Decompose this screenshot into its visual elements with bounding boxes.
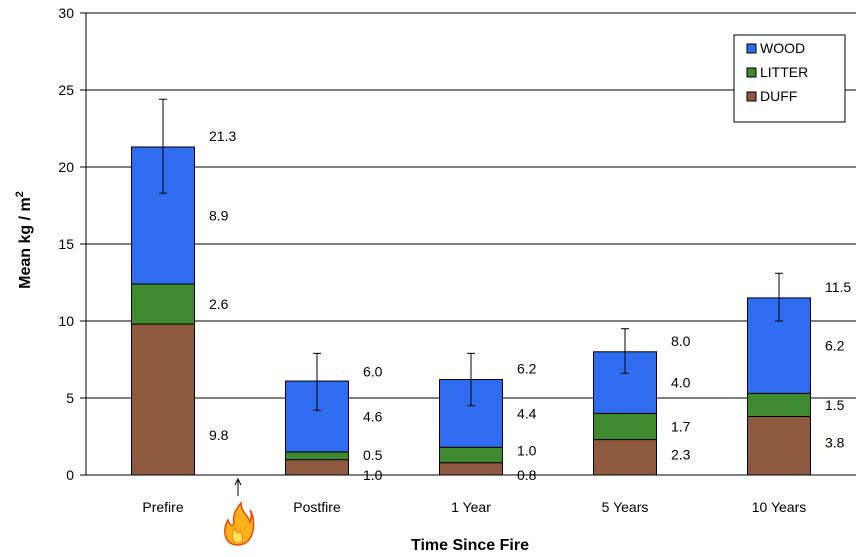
legend-swatch-duff — [746, 91, 757, 102]
segment-value-label: 4.0 — [671, 375, 691, 391]
bar-segment-duff — [285, 459, 349, 476]
bar-segment-litter — [131, 283, 195, 325]
y-axis-title: Mean kg / m2 — [14, 191, 34, 289]
total-value-label: 6.2 — [517, 361, 537, 377]
segment-value-label: 6.2 — [825, 338, 845, 354]
x-tick-label: Prefire — [142, 499, 183, 515]
y-axis-ticks: 0 5 10 15 20 25 30 — [58, 5, 86, 483]
segment-value-label: 2.3 — [671, 446, 691, 462]
segment-value-label: 1.5 — [825, 397, 845, 413]
total-value-label: 8.0 — [671, 333, 691, 349]
segment-value-label: 0.5 — [363, 447, 383, 463]
y-tick-label: 5 — [66, 390, 74, 406]
bar-segment-duff — [593, 439, 657, 476]
error-bars — [159, 98, 783, 411]
bar-segment-duff — [131, 323, 195, 476]
legend-label-duff: DUFF — [760, 88, 797, 104]
fire-icon-inner — [231, 526, 244, 544]
legend-swatch-litter — [746, 67, 757, 78]
segment-value-label: 4.6 — [363, 408, 383, 424]
bar-segment-wood — [285, 380, 349, 453]
y-tick-label: 10 — [58, 313, 74, 329]
segment-value-label: 2.6 — [209, 296, 229, 312]
segment-value-label: 1.0 — [517, 442, 537, 458]
legend-label-litter: LITTER — [760, 64, 808, 80]
y-tick-label: 25 — [58, 82, 74, 98]
y-tick-label: 30 — [58, 5, 74, 21]
segment-value-label: 8.9 — [209, 208, 229, 224]
total-value-label: 11.5 — [825, 279, 851, 295]
x-axis-title: Time Since Fire — [411, 537, 529, 554]
segment-value-label: 1.7 — [671, 418, 691, 434]
segment-value-label: 9.8 — [209, 427, 229, 443]
y-tick-label: 0 — [66, 467, 74, 483]
bar-segment-litter — [593, 412, 657, 441]
axes — [85, 13, 856, 476]
bar-segment-litter — [285, 451, 349, 461]
y-axis-title-main: Mean kg / m — [17, 197, 34, 289]
y-tick-label: 15 — [58, 236, 74, 252]
legend: WOOD LITTER DUFF — [733, 34, 846, 123]
segment-value-label: 4.4 — [517, 405, 537, 421]
legend-label-wood: WOOD — [760, 40, 805, 56]
x-tick-label: Postfire — [293, 499, 341, 515]
legend-swatch-wood — [746, 43, 757, 54]
total-value-label: 6.0 — [363, 364, 383, 380]
segment-value-label: 3.8 — [825, 435, 845, 451]
fire-annotation — [224, 477, 255, 546]
bar-segment-duff — [439, 462, 503, 476]
x-tick-label: 10 Years — [752, 499, 807, 515]
bars — [131, 146, 811, 476]
x-tick-label: 1 Year — [451, 499, 491, 515]
x-axis-ticks: Prefire Postfire 1 Year 5 Years 10 Years — [142, 499, 806, 515]
value-labels: 9.82.68.921.31.00.54.66.00.81.04.46.22.3… — [209, 128, 851, 483]
bar-segment-duff — [747, 415, 811, 476]
y-tick-label: 20 — [58, 159, 74, 175]
bar-segment-litter — [747, 392, 811, 417]
arrow-head — [234, 477, 242, 486]
y-axis-title-superscript: 2 — [14, 191, 26, 197]
bar-segment-litter — [439, 446, 503, 464]
total-value-label: 21.3 — [209, 128, 236, 144]
grid — [86, 12, 856, 399]
x-tick-label: 5 Years — [602, 499, 649, 515]
